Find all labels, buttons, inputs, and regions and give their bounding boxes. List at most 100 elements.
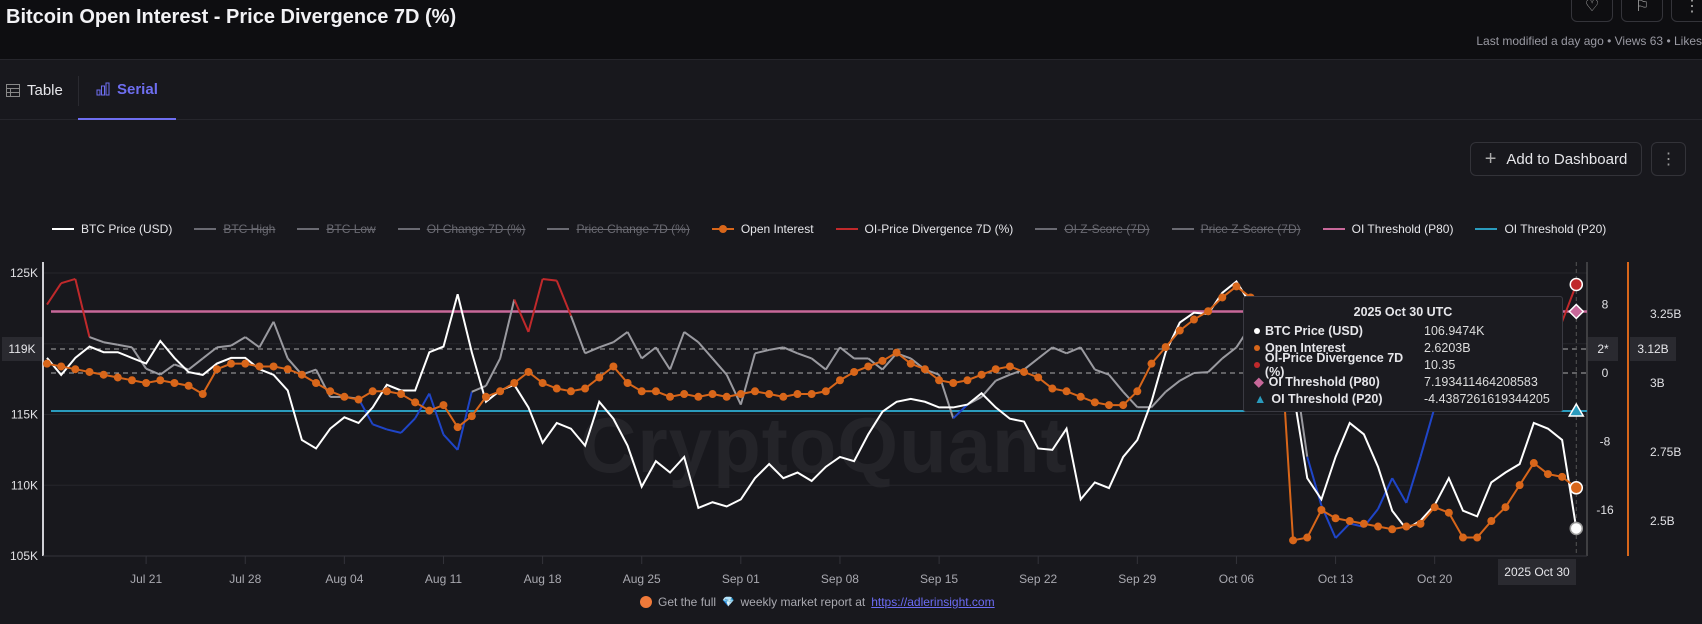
open-interest-point [793, 390, 802, 399]
open-interest-point [1529, 459, 1538, 468]
header-more-button[interactable]: ⋮ [1671, 0, 1702, 22]
open-interest-point [920, 365, 929, 374]
divergence-segment [60, 277, 76, 285]
open-interest-point [127, 376, 136, 385]
divergence-segment [811, 357, 827, 371]
legend-item[interactable]: Price Z-Score (7D) [1171, 222, 1301, 236]
footer-middle: weekly market report at [740, 595, 866, 609]
x-tick-label: Jul 28 [229, 572, 261, 586]
divergence-segment [1037, 346, 1053, 360]
divergence-segment [1334, 522, 1351, 539]
divergence-segment [1108, 374, 1124, 393]
tab-serial[interactable]: Serial [78, 60, 176, 120]
divergence-segment [1193, 371, 1209, 374]
divergence-segment [584, 346, 600, 355]
legend-label: OI Change 7D (%) [426, 222, 526, 236]
triangle-marker-icon: ▲ [1254, 391, 1267, 406]
open-interest-point [1119, 401, 1128, 410]
legend-label: OI-Price Divergence 7D (%) [864, 222, 1014, 236]
add-to-dashboard-button[interactable]: + Add to Dashboard [1470, 142, 1642, 176]
open-interest-point [71, 365, 80, 374]
divergence-segment [145, 367, 161, 376]
divergence-segment [711, 357, 728, 376]
open-interest-point [1515, 481, 1524, 490]
divergence-segment [626, 331, 643, 359]
chart-meta: Last modified a day ago • Views 63 • Lik… [1476, 34, 1702, 48]
tab-table[interactable]: Table [6, 60, 63, 120]
adlerinsight-link[interactable]: https://adlerinsight.com [871, 595, 995, 609]
divergence-tick-label: 8 [1602, 298, 1609, 312]
price-hover-marker [1569, 521, 1584, 536]
legend-item[interactable]: OI Threshold (P20) [1475, 222, 1606, 236]
legend-item[interactable]: OI Threshold (P80) [1322, 222, 1453, 236]
divergence-segment [471, 384, 487, 393]
divergence-segment [1377, 477, 1394, 510]
legend-item[interactable]: OI Z-Score (7D) [1035, 222, 1150, 236]
legend-swatch [835, 228, 858, 230]
divergence-segment [782, 346, 798, 355]
legend-label: OI Z-Score (7D) [1064, 222, 1150, 236]
legend-swatch [194, 228, 217, 230]
open-interest-point [878, 356, 887, 365]
legend-swatch [711, 225, 734, 233]
like-button[interactable]: ♡ [1571, 0, 1613, 22]
legend-item[interactable]: OI Change 7D (%) [397, 222, 526, 236]
bookmark-button[interactable]: ⚐ [1621, 0, 1663, 22]
y-tick-label: 105K [10, 549, 38, 563]
tooltip-row-value: -4.4387261619344205 [1424, 391, 1550, 406]
divergence-segment [499, 299, 516, 359]
tooltip-row-label: OI-Price Divergence 7D (%) [1254, 351, 1424, 379]
divergence-segment [1066, 346, 1082, 355]
x-tick-label: Sep 29 [1118, 572, 1156, 586]
divergence-segment [952, 403, 969, 420]
oi-tick-label: 2.5B [1650, 514, 1675, 528]
open-interest-point [524, 367, 533, 376]
open-interest-point [1147, 359, 1156, 368]
legend-item[interactable]: Open Interest [711, 222, 814, 236]
tooltip-row: Open Interest 2.6203B [1254, 339, 1552, 356]
open-interest-point [368, 387, 377, 396]
divergence-segment [1207, 357, 1223, 373]
y-tick-label: 125K [10, 266, 38, 280]
open-interest-point [382, 387, 391, 396]
x-tick-label: Sep 01 [722, 572, 760, 586]
open-interest-point [963, 376, 972, 385]
open-interest-point [340, 392, 349, 401]
p80-hover-marker-icon [1568, 303, 1585, 320]
legend-item[interactable]: BTC Low [297, 222, 376, 236]
open-interest-point [1076, 392, 1085, 401]
open-interest-point [1444, 508, 1453, 517]
divergence-segment [655, 346, 671, 371]
divergence-segment [244, 336, 260, 349]
open-interest-point [1062, 387, 1071, 396]
open-interest-point [821, 387, 830, 396]
open-interest-point [43, 359, 51, 368]
open-interest-point [326, 387, 335, 396]
open-interest-point [297, 370, 306, 379]
oi-tick-label: 3B [1650, 376, 1665, 390]
divergence-segment [442, 433, 459, 451]
open-interest-point [1459, 533, 1467, 542]
legend-item[interactable]: BTC High [194, 222, 275, 236]
open-interest-point [906, 359, 915, 368]
divergence-segment [1023, 357, 1039, 371]
open-interest-point [864, 362, 873, 371]
divergence-segment [258, 321, 275, 348]
divergence-segment [386, 428, 402, 434]
legend-swatch [1171, 228, 1194, 230]
divergence-hover-marker [1569, 277, 1584, 292]
chart-more-button[interactable]: ⋮ [1651, 142, 1686, 176]
open-interest-point [892, 348, 901, 357]
divergence-segment [1165, 379, 1181, 393]
bar-chart-icon [96, 82, 110, 96]
open-interest-point [312, 379, 321, 387]
legend-item[interactable]: OI-Price Divergence 7D (%) [835, 222, 1014, 236]
legend-item[interactable]: BTC Price (USD) [52, 222, 172, 236]
open-interest-point [807, 390, 816, 399]
divergence-segment [74, 278, 91, 338]
crosshair-date-label: 2025 Oct 30 [1498, 559, 1576, 585]
legend-item[interactable]: Price Change 7D (%) [547, 222, 690, 236]
divergence-segment [1405, 456, 1422, 504]
tooltip-row-label: BTC Price (USD) [1254, 324, 1424, 338]
